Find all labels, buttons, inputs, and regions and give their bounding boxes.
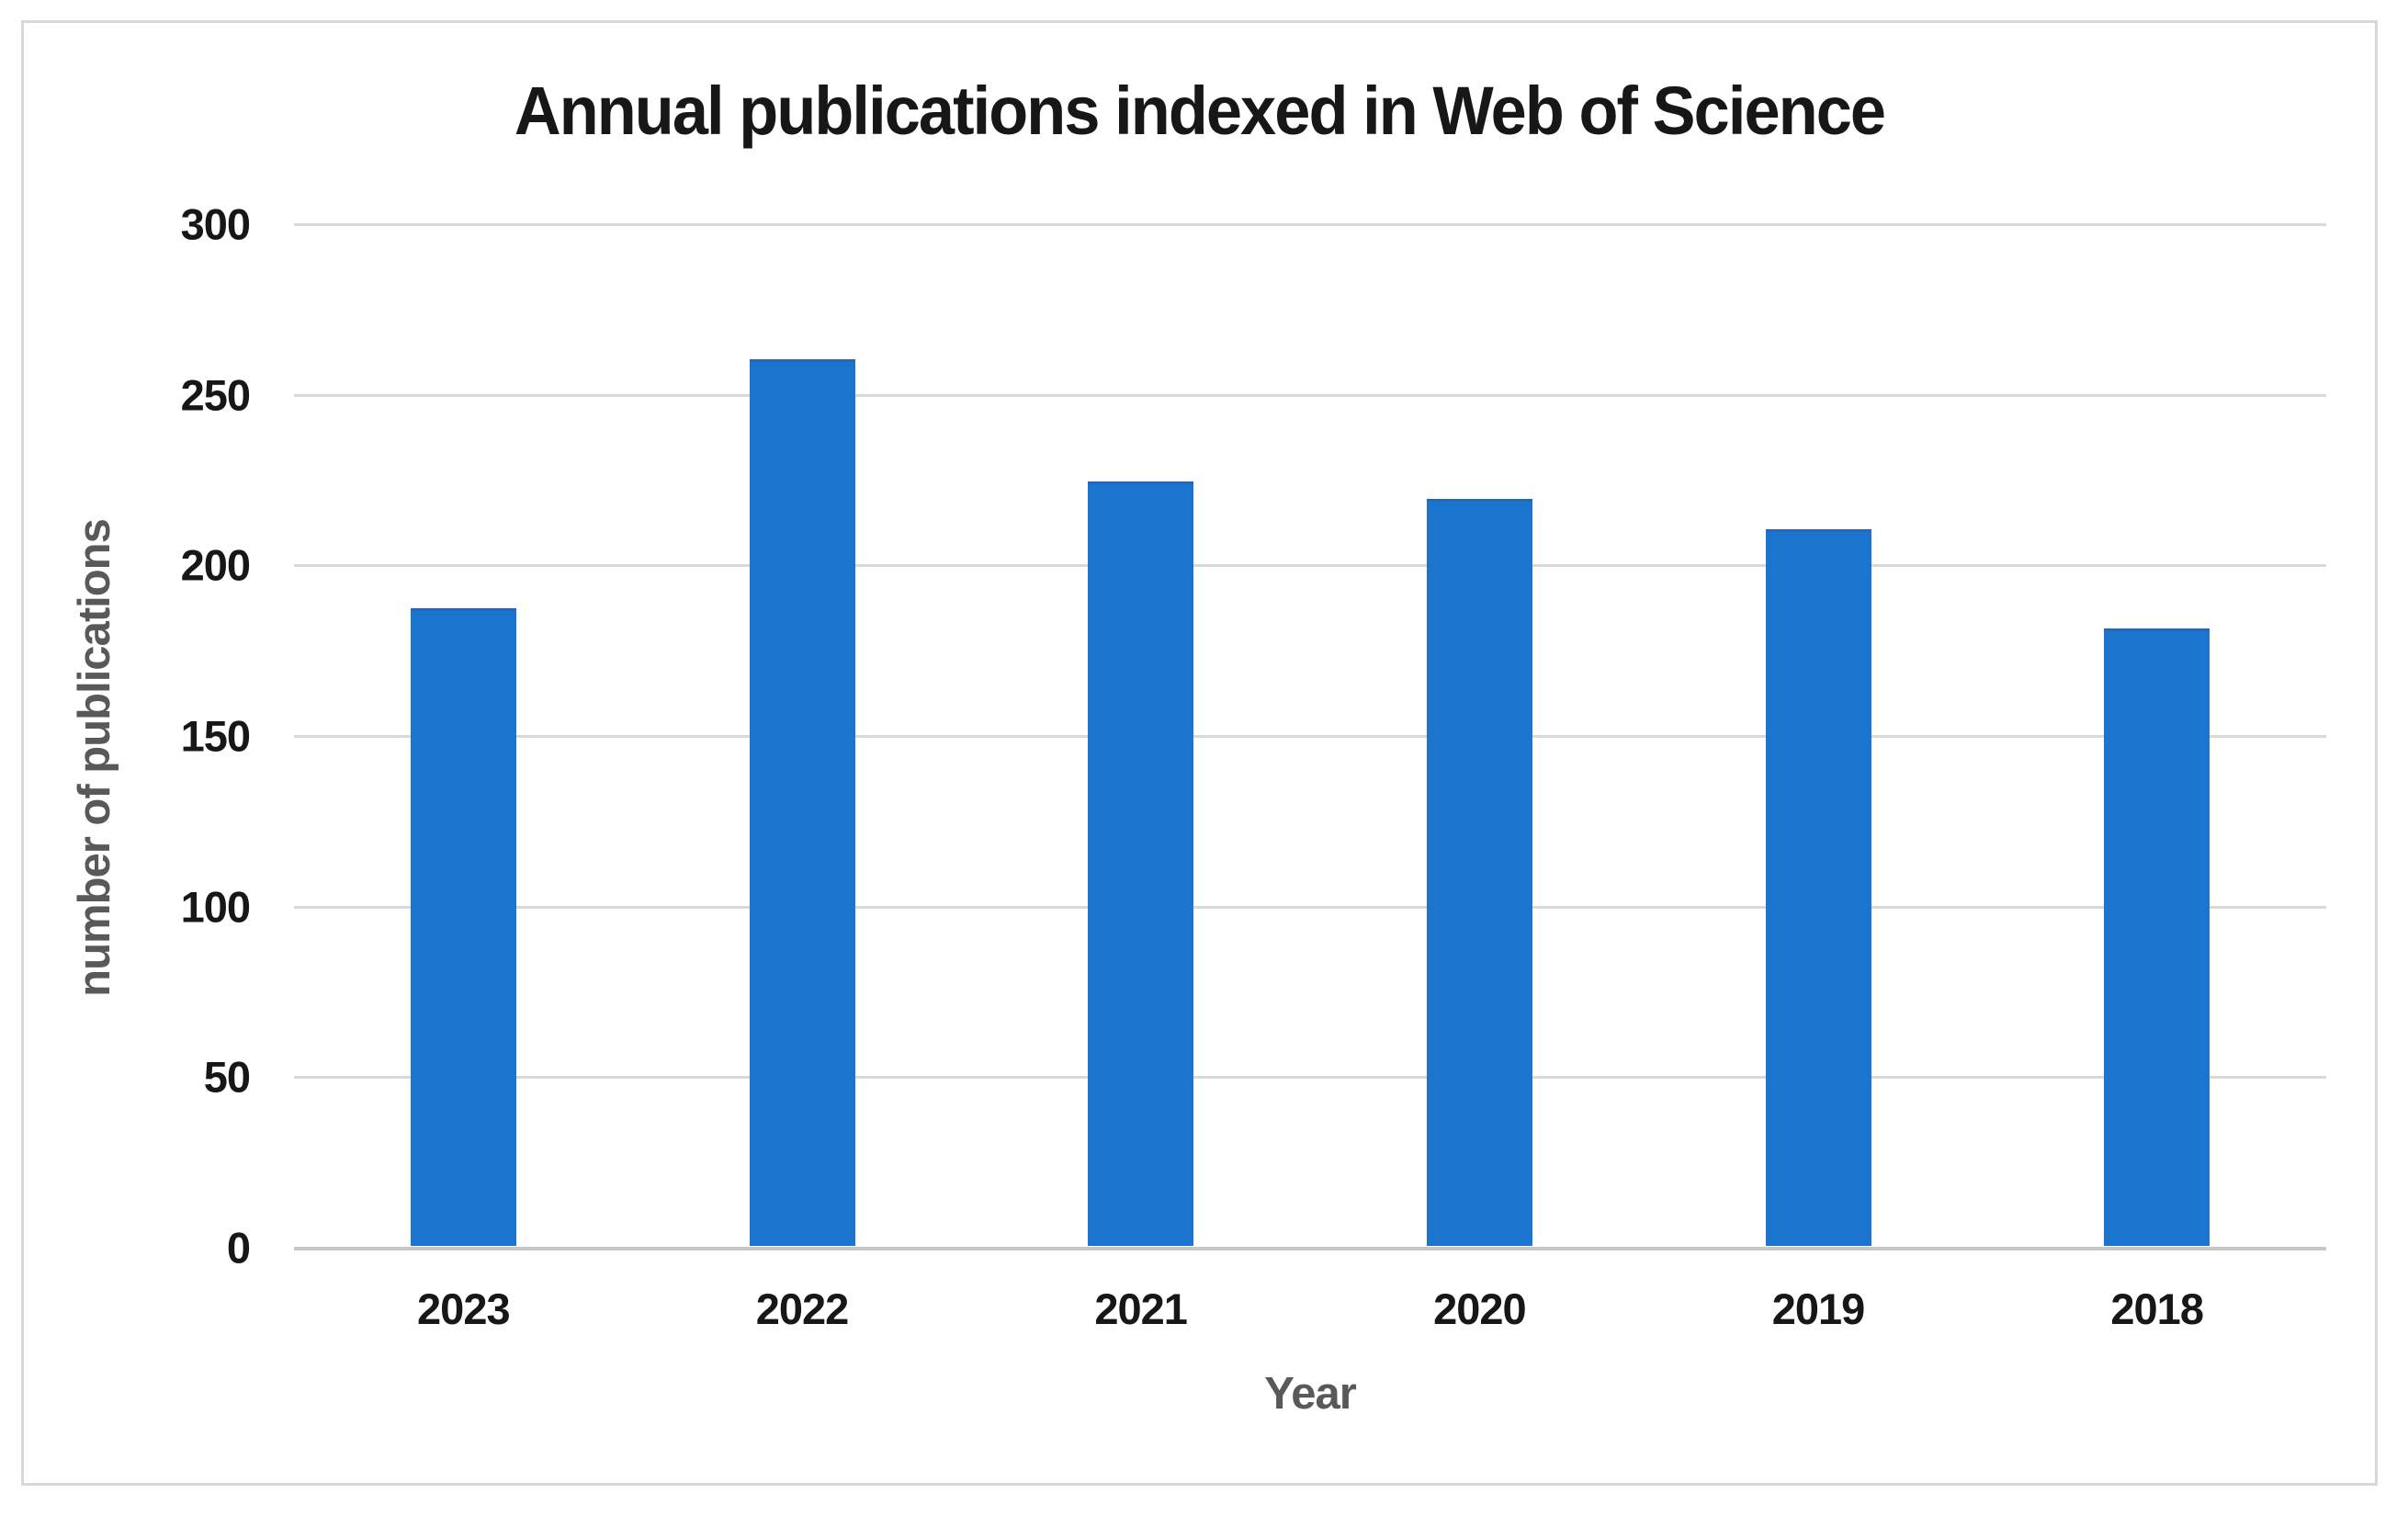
gridline-300 [294, 223, 2326, 226]
y-tick-label-150: 150 [180, 711, 251, 761]
bar-2019 [1765, 529, 1871, 1246]
y-tick-label-0: 0 [226, 1223, 251, 1273]
bar-slot-2019 [1649, 222, 1988, 1246]
x-tick-label-2022: 2022 [755, 1284, 850, 1333]
bar-slot-2021 [971, 222, 1310, 1246]
gridline-200 [294, 564, 2326, 568]
y-tick-label-300: 300 [180, 199, 251, 249]
bar-2020 [1426, 498, 1532, 1246]
bar-slot-2023 [294, 222, 633, 1246]
y-tick-label-200: 200 [180, 540, 251, 590]
x-tick-label-2019: 2019 [1771, 1284, 1866, 1333]
x-tick-label-2023: 2023 [417, 1284, 511, 1333]
y-tick-label-50: 50 [203, 1052, 251, 1102]
gridline-100 [294, 905, 2326, 909]
bar-slot-2020 [1310, 222, 1649, 1246]
chart-title: Annual publications indexed in Web of Sc… [514, 73, 1886, 149]
x-axis-line [294, 1247, 2326, 1250]
x-tick-label-2021: 2021 [1094, 1284, 1188, 1333]
gridline-250 [294, 393, 2326, 397]
bar-2022 [749, 358, 855, 1246]
y-tick-label-100: 100 [180, 882, 251, 932]
plot-area [294, 222, 2326, 1250]
y-tick-label-250: 250 [180, 370, 251, 420]
gridline-150 [294, 735, 2326, 738]
bar-2023 [410, 607, 516, 1246]
x-tick-label-2020: 2020 [1433, 1284, 1527, 1333]
gridline-50 [294, 1076, 2326, 1080]
bar-2018 [2104, 628, 2210, 1246]
x-axis-title: Year [1264, 1369, 1357, 1419]
x-axis-tick-labels: 2023 2022 2021 2020 2019 2018 [294, 1284, 2326, 1334]
bar-series [294, 222, 2326, 1246]
y-axis-tick-labels: 300 250 200 150 100 50 0 [0, 203, 251, 1270]
bar-slot-2022 [633, 222, 972, 1246]
bar-slot-2018 [1987, 222, 2326, 1246]
x-tick-label-2018: 2018 [2110, 1284, 2204, 1333]
bar-2021 [1088, 481, 1194, 1246]
